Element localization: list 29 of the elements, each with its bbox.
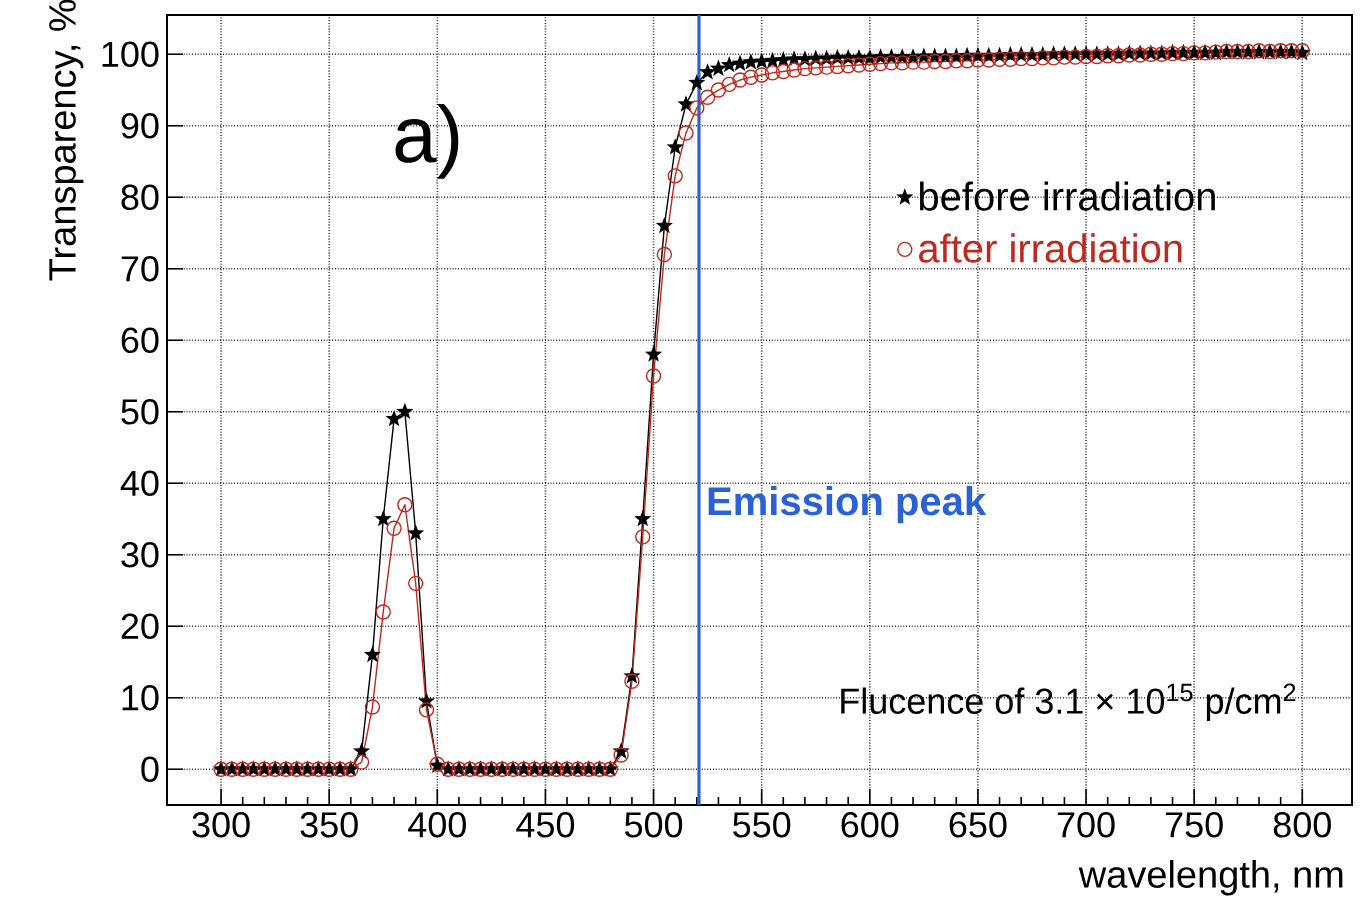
y-tick-label: 80 xyxy=(121,184,159,211)
x-tick-label: 450 xyxy=(516,812,575,838)
x-tick-label: 800 xyxy=(1273,812,1331,838)
x-tick-label: 550 xyxy=(733,812,791,838)
y-tick-label: 20 xyxy=(121,613,159,639)
legend-label: after irradiation xyxy=(919,233,1182,263)
y-tick-label: 40 xyxy=(120,470,159,496)
x-tick-label: 500 xyxy=(624,812,683,838)
ref-line-label: Emission peak xyxy=(708,486,987,524)
x-tick-label: 300 xyxy=(192,812,250,838)
y-axis-title: Transparency, % xyxy=(49,0,84,281)
annotation: Flucence of 3.1 × 10$^{15}$ p/cm$^{2}$ xyxy=(841,683,1296,722)
x-tick-label: 700 xyxy=(1057,812,1115,838)
y-tick-label: 70 xyxy=(121,256,159,282)
y-tick-label: 60 xyxy=(121,327,159,354)
x-axis-title: wavelength, nm xyxy=(1078,860,1343,896)
x-tick-label: 600 xyxy=(841,812,899,838)
y-tick-label: 50 xyxy=(121,399,159,425)
annotation: a) xyxy=(395,104,459,179)
y-tick-label: 30 xyxy=(121,542,159,568)
legend-label: before irradiation xyxy=(919,181,1215,211)
x-tick-label: 400 xyxy=(408,812,466,838)
x-tick-label: 750 xyxy=(1165,812,1223,838)
y-tick-label: 90 xyxy=(121,113,159,139)
y-tick-label: 0 xyxy=(141,756,159,782)
x-tick-label: 650 xyxy=(949,812,1007,838)
x-tick-label: 350 xyxy=(300,812,358,838)
y-tick-label: 100 xyxy=(102,41,159,68)
y-tick-label: 10 xyxy=(122,684,159,711)
